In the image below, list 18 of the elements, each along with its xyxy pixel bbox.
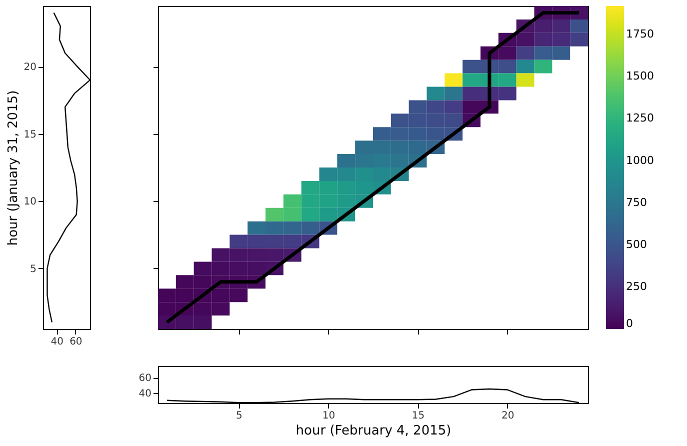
y-tick-label: 20 [24, 62, 36, 74]
color-bar-label: 500 [626, 238, 647, 251]
color-bar-label: 1750 [626, 28, 654, 41]
x-tick-label: 5 [236, 410, 242, 422]
color-bar-label: 1500 [626, 70, 654, 83]
x-axis-title: hour (February 4, 2015) [296, 424, 452, 438]
y-axis-title: hour (January 31, 2015) [6, 90, 21, 246]
y-tick-label: 15 [24, 129, 36, 140]
color-bar-label: 1000 [626, 154, 654, 167]
y-tick-label: 5 [30, 264, 36, 275]
y-tick-label: 10 [24, 196, 36, 208]
x-tick-label: 10 [322, 410, 336, 422]
color-bar-label: 1250 [626, 112, 654, 125]
x-tick-label: 20 [502, 410, 514, 422]
x-tick-label: 15 [412, 410, 425, 422]
color-bar-label: 0 [626, 317, 633, 330]
color-bar-label: 750 [626, 196, 647, 209]
color-bar-label: 250 [626, 280, 647, 293]
